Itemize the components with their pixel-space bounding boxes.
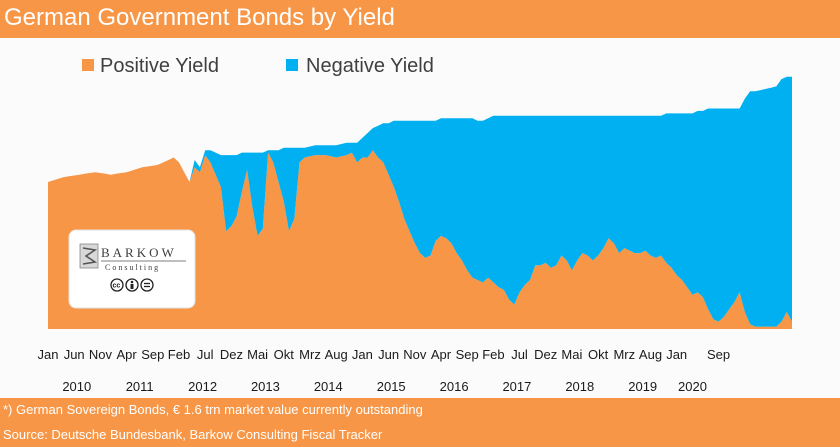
x-tick-month: Nov xyxy=(89,347,113,362)
series-area-positive-yield xyxy=(48,150,792,329)
x-tick-month: Feb xyxy=(168,347,190,362)
x-tick-month: Mai xyxy=(247,347,268,362)
x-tick-year: 2013 xyxy=(251,379,280,394)
chart-title: German Government Bonds by Yield xyxy=(4,4,395,31)
x-tick-month: Sep xyxy=(456,347,479,362)
x-tick-month: Feb xyxy=(482,347,504,362)
x-tick-year: 2020 xyxy=(678,379,707,394)
cc-license-icon: cc xyxy=(110,278,154,292)
x-tick-month: Okt xyxy=(274,347,295,362)
x-tick-year: 2018 xyxy=(565,379,594,394)
x-tick-year: 2014 xyxy=(314,379,343,394)
x-tick-month: Nov xyxy=(403,347,427,362)
x-tick-month: Jan xyxy=(352,347,373,362)
x-tick-year: 2012 xyxy=(188,379,217,394)
legend-swatch-positive xyxy=(82,59,94,71)
x-tick-month: Jun xyxy=(64,347,85,362)
series-area-negative-yield xyxy=(48,76,792,327)
x-tick-month: Jun xyxy=(378,347,399,362)
x-tick-year: 2010 xyxy=(62,379,91,394)
x-tick-month: Jan xyxy=(38,347,59,362)
footer-banner: *) German Sovereign Bonds, € 1.6 trn mar… xyxy=(0,398,840,447)
x-tick-month: Aug xyxy=(325,347,348,362)
x-tick-month: Mrz xyxy=(299,347,321,362)
x-tick-month: Mrz xyxy=(613,347,635,362)
x-axis: Jan Jun Nov Apr Sep Feb Jul Dez Mai Okt Mrz Aug Jan J… xyxy=(38,347,731,394)
logo-box xyxy=(68,229,196,309)
x-tick-year: 2011 xyxy=(126,379,154,394)
x-tick-month: Mai xyxy=(561,347,582,362)
x-tick-year: 2016 xyxy=(440,379,469,394)
x-tick-year: 2019 xyxy=(628,379,657,394)
logo-name: BARKOW xyxy=(101,245,177,260)
legend: Positive Yield Negative Yield xyxy=(82,55,434,77)
title-banner: German Government Bonds by Yield xyxy=(0,0,840,38)
logo-sub: Consulting xyxy=(105,263,160,272)
x-tick-month: Dez xyxy=(220,347,243,362)
x-tick-month: Jul xyxy=(511,347,528,362)
legend-swatch-negative xyxy=(286,59,298,71)
bond-yield-chart: Positive Yield Negative Yield BARKOW Con… xyxy=(38,55,792,394)
x-tick-month: Apr xyxy=(116,347,137,362)
logo-arrow-icon xyxy=(82,247,98,265)
legend-label-positive: Positive Yield xyxy=(100,55,219,77)
x-tick-month: Dez xyxy=(534,347,557,362)
logo-emblem-icon xyxy=(79,243,99,269)
x-tick-month: Sep xyxy=(141,347,164,362)
footnote: *) German Sovereign Bonds, € 1.6 trn mar… xyxy=(3,402,423,417)
x-tick-month: Jan xyxy=(666,347,687,362)
x-tick-month: Jul xyxy=(197,347,214,362)
x-tick-month: Okt xyxy=(588,347,609,362)
x-tick-year: 2015 xyxy=(377,379,406,394)
plot-area xyxy=(48,76,792,329)
barkow-logo: BARKOW Consulting cc xyxy=(68,229,196,309)
x-tick-month: Apr xyxy=(431,347,452,362)
x-tick-month: Sep xyxy=(707,347,730,362)
svg-text:cc: cc xyxy=(113,283,121,290)
x-tick-month: Aug xyxy=(639,347,662,362)
legend-label-negative: Negative Yield xyxy=(306,55,434,77)
source-note: Source: Deutsche Bundesbank, Barkow Cons… xyxy=(3,427,383,442)
x-tick-year: 2017 xyxy=(502,379,531,394)
